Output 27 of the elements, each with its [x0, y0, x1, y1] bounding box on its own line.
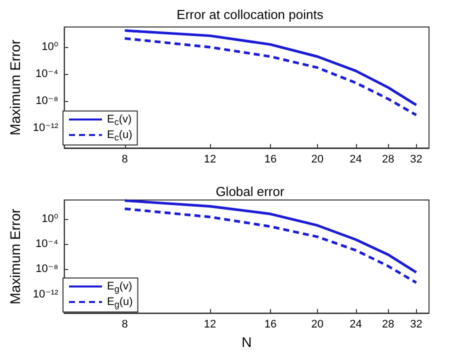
chart-title: Global error — [216, 184, 285, 199]
y-axis-title: Maximum Error — [7, 208, 23, 304]
x-tick-label: 12 — [204, 318, 216, 331]
x-tick-label: 28 — [382, 318, 394, 331]
x-tick-label: 8 — [122, 154, 128, 166]
chart-title: Error at collocation points — [176, 7, 324, 22]
y-tick-label: 10⁰ — [42, 41, 59, 54]
x-tick-label: 16 — [264, 318, 277, 331]
x-tick-label: 32 — [410, 318, 422, 331]
x-axis-title: N — [242, 334, 252, 350]
y-tick-label: 10⁻⁴ — [35, 238, 59, 250]
y-tick-label: 10⁻⁸ — [36, 263, 58, 276]
y-tick-label: 10⁻⁴ — [35, 68, 59, 80]
x-tick-label: 32 — [410, 154, 422, 166]
x-tick-label: 8 — [122, 318, 128, 331]
y-tick-label: 10⁻¹² — [32, 288, 59, 300]
x-tick-label: 12 — [204, 154, 216, 166]
x-tick-label: 20 — [311, 154, 324, 166]
y-tick-label: 10⁻⁸ — [36, 94, 58, 107]
y-axis-title: Maximum Error — [7, 39, 23, 136]
x-tick-label: 20 — [311, 318, 324, 331]
y-tick-label: 10⁰ — [42, 212, 59, 225]
y-tick-label: 10⁻¹² — [32, 122, 59, 134]
x-tick-label: 24 — [350, 318, 362, 331]
x-tick-label: 16 — [264, 154, 277, 166]
x-tick-label: 28 — [382, 154, 394, 166]
x-tick-label: 24 — [350, 154, 362, 166]
